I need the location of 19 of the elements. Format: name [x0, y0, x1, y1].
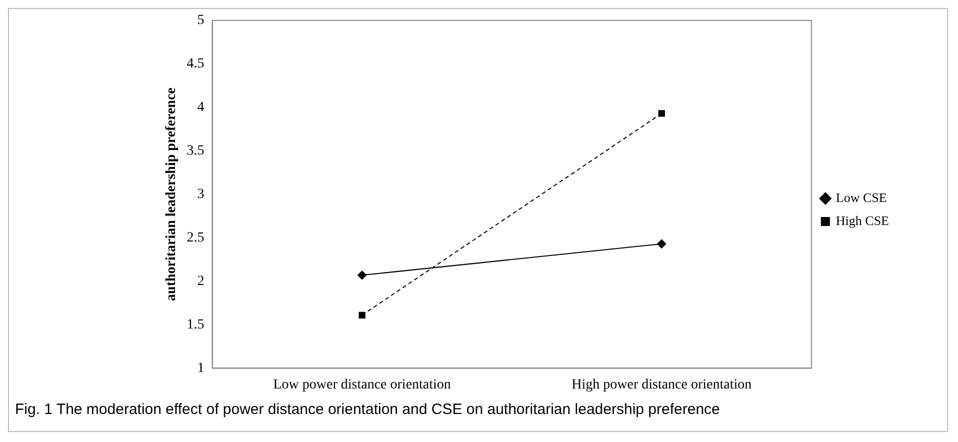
legend-label: High CSE — [836, 212, 890, 228]
legend-label: Low CSE — [836, 190, 887, 205]
y-tick-label: 2 — [197, 274, 204, 289]
caption: Fig. 1 The moderation effect of power distance orientation and CSE on authoritarian leadership preference — [14, 401, 721, 418]
y-tick-label: 4 — [197, 100, 204, 116]
y-tick-label: 3 — [197, 186, 204, 202]
point — [658, 110, 665, 117]
x-tick-label: High power distance orientation — [572, 377, 752, 392]
y-tick-label: 1.5 — [186, 317, 204, 332]
y-tick-label: 2.5 — [186, 230, 204, 246]
y-tick-label: 5 — [197, 13, 204, 28]
y-axis-title: authoritarian leadership preference — [164, 88, 180, 301]
point — [358, 312, 366, 318]
y-tick-label: 4.5 — [186, 56, 204, 72]
point — [657, 239, 666, 248]
x-tick-label: Low power distance orientation — [273, 377, 451, 392]
y-tick-label: 3.5 — [186, 143, 204, 158]
point — [358, 270, 367, 280]
y-tick-label: 1 — [197, 360, 204, 376]
